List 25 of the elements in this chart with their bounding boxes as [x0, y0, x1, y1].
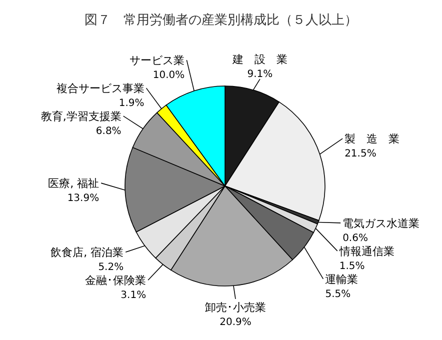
data-label: 10.0%: [152, 70, 185, 82]
slice-label: サービス業: [130, 54, 185, 68]
data-label: 5.2%: [98, 262, 124, 274]
data-label: 5.5%: [325, 288, 351, 300]
data-label: 13.9%: [67, 193, 100, 204]
slice-label: 複合サービス事業: [56, 82, 144, 96]
data-label: 3.1%: [120, 290, 146, 302]
chart-title: 図７ 常用労働者の産業別構成比（５人以上）: [84, 12, 358, 28]
slice-label: 運輸業: [325, 272, 358, 286]
slice-label: 建 設 業: [231, 53, 288, 66]
data-label: 9.1%: [247, 69, 273, 80]
data-label: 1.5%: [339, 260, 365, 272]
slice-label: 情報通信業: [338, 244, 394, 258]
data-label: 21.5%: [344, 148, 376, 160]
slice-label: 製 造 業: [344, 132, 400, 146]
data-label: 6.8%: [96, 126, 122, 138]
slice-label: 飲食店, 宿泊業: [50, 246, 124, 260]
slice-label: 金融･保険業: [85, 274, 146, 288]
data-label: 20.9%: [220, 316, 252, 328]
slice-label: 卸売･小売業: [205, 300, 266, 314]
slice-label: 医療, 福祉: [48, 177, 100, 190]
slice-label: 電気ガス水道業: [342, 216, 420, 230]
slice-label: 教育,学習支援業: [40, 110, 122, 124]
data-label: 1.9%: [118, 98, 144, 110]
data-label: 0.6%: [342, 232, 368, 244]
